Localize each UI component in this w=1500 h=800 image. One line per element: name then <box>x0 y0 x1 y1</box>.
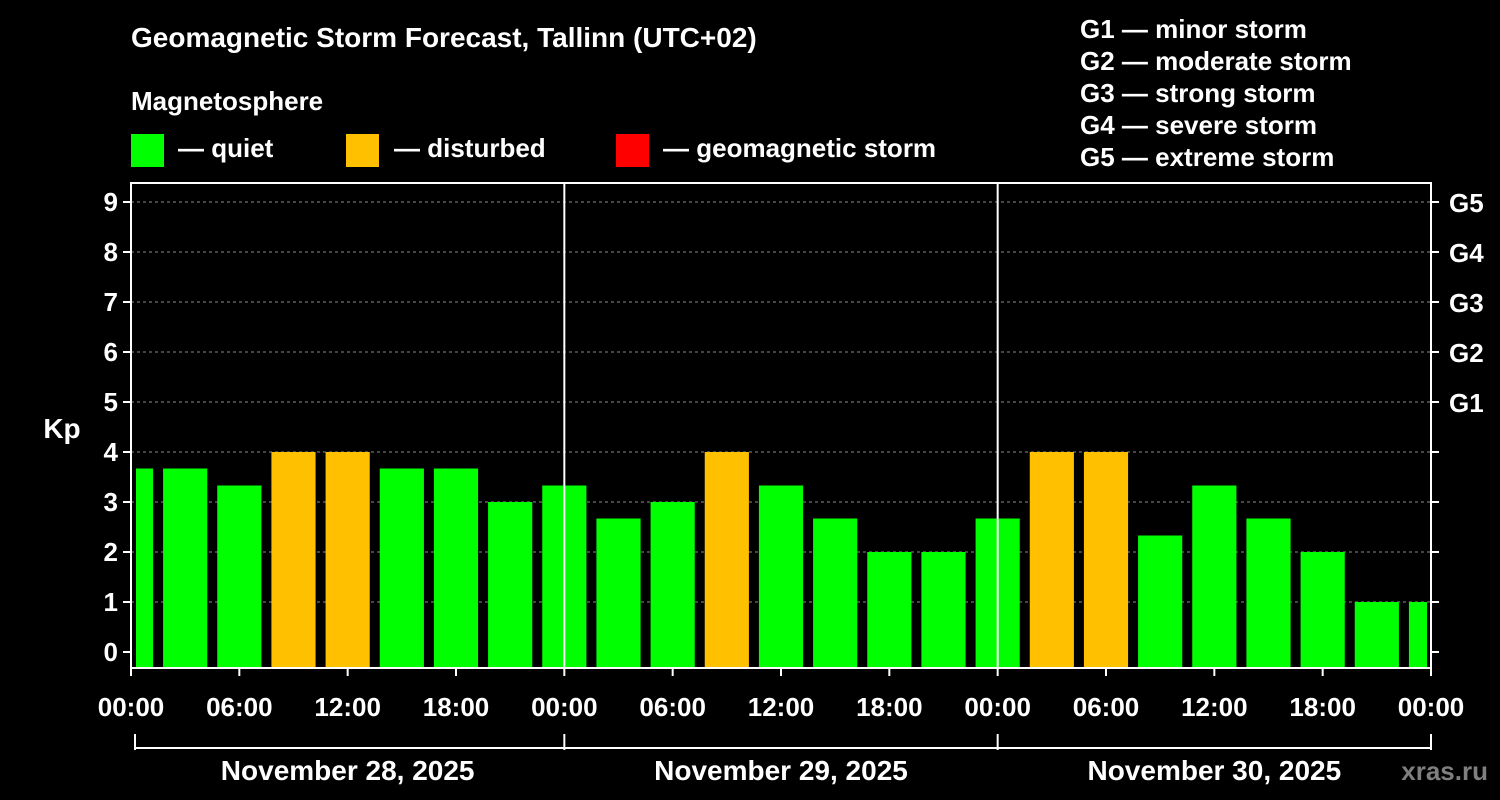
y-tick-label: 3 <box>104 487 118 517</box>
kp-bar <box>813 518 858 668</box>
y-tick-label: 9 <box>104 187 118 217</box>
kp-bar <box>163 468 208 668</box>
g-scale-label: G4 <box>1449 238 1484 268</box>
day-label: November 28, 2025 <box>221 755 475 786</box>
y-tick-label: 0 <box>104 637 118 667</box>
kp-bar <box>1192 485 1237 668</box>
y-tick-label: 4 <box>104 437 119 467</box>
x-tick-label: 18:00 <box>423 692 490 722</box>
g-scale-label: G5 <box>1449 188 1484 218</box>
kp-bar <box>136 468 154 668</box>
x-tick-label: 00:00 <box>1398 692 1465 722</box>
kp-bar <box>217 485 262 668</box>
kp-bar <box>650 502 695 668</box>
x-tick-label: 06:00 <box>1073 692 1140 722</box>
y-tick-label: 8 <box>104 237 118 267</box>
chart-title: Geomagnetic Storm Forecast, Tallinn (UTC… <box>131 22 757 53</box>
kp-bar <box>596 518 641 668</box>
kp-bar <box>271 452 316 668</box>
y-tick-label: 6 <box>104 337 118 367</box>
day-label: November 30, 2025 <box>1087 755 1341 786</box>
kp-bar <box>921 552 966 668</box>
x-tick-label: 00:00 <box>531 692 598 722</box>
g-scale-label: G1 <box>1449 388 1484 418</box>
x-tick-label: 12:00 <box>314 692 381 722</box>
y-tick-label: 2 <box>104 537 118 567</box>
kp-bar <box>379 468 424 668</box>
legend-label-storm: — geomagnetic storm <box>663 133 937 163</box>
kp-bar <box>1408 602 1427 668</box>
x-tick-label: 18:00 <box>1289 692 1356 722</box>
legend-heading: Magnetosphere <box>131 86 324 116</box>
legend-swatch-disturbed <box>346 134 379 167</box>
g-legend-g2: G2 — moderate storm <box>1080 46 1352 76</box>
g-scale-label: G3 <box>1449 288 1484 318</box>
y-tick-label: 7 <box>104 287 118 317</box>
watermark: xras.ru <box>1401 756 1488 786</box>
x-tick-label: 00:00 <box>964 692 1031 722</box>
y-tick-label: 1 <box>104 587 118 617</box>
kp-bar <box>325 452 370 668</box>
day-label: November 29, 2025 <box>654 755 908 786</box>
x-tick-label: 00:00 <box>98 692 165 722</box>
x-tick-label: 06:00 <box>639 692 706 722</box>
y-axis-label: Kp <box>43 413 80 444</box>
kp-bar <box>1246 518 1291 668</box>
kp-bar <box>1029 452 1074 668</box>
kp-bar <box>704 452 749 668</box>
legend-swatch-storm <box>616 134 649 167</box>
legend-swatch-quiet <box>131 134 164 167</box>
kp-bar <box>1138 535 1183 668</box>
x-tick-label: 18:00 <box>856 692 923 722</box>
legend-label-quiet: — quiet <box>178 133 274 163</box>
g-legend-g4: G4 — severe storm <box>1080 110 1318 140</box>
x-tick-label: 12:00 <box>748 692 815 722</box>
legend-label-disturbed: — disturbed <box>394 133 546 163</box>
kp-bar <box>433 468 479 668</box>
x-tick-label: 12:00 <box>1181 692 1248 722</box>
x-tick-label: 06:00 <box>206 692 273 722</box>
kp-bar <box>758 485 804 668</box>
g-legend-g1: G1 — minor storm <box>1080 14 1307 44</box>
g-scale-label: G2 <box>1449 338 1484 368</box>
kp-bar <box>1354 602 1399 668</box>
kp-bar <box>1083 452 1129 668</box>
y-tick-label: 5 <box>104 387 118 417</box>
kp-bar <box>1300 552 1345 668</box>
g-legend-g5: G5 — extreme storm <box>1080 142 1335 172</box>
g-legend-g3: G3 — strong storm <box>1080 78 1316 108</box>
kp-bar <box>867 552 912 668</box>
kp-bar <box>488 502 533 668</box>
